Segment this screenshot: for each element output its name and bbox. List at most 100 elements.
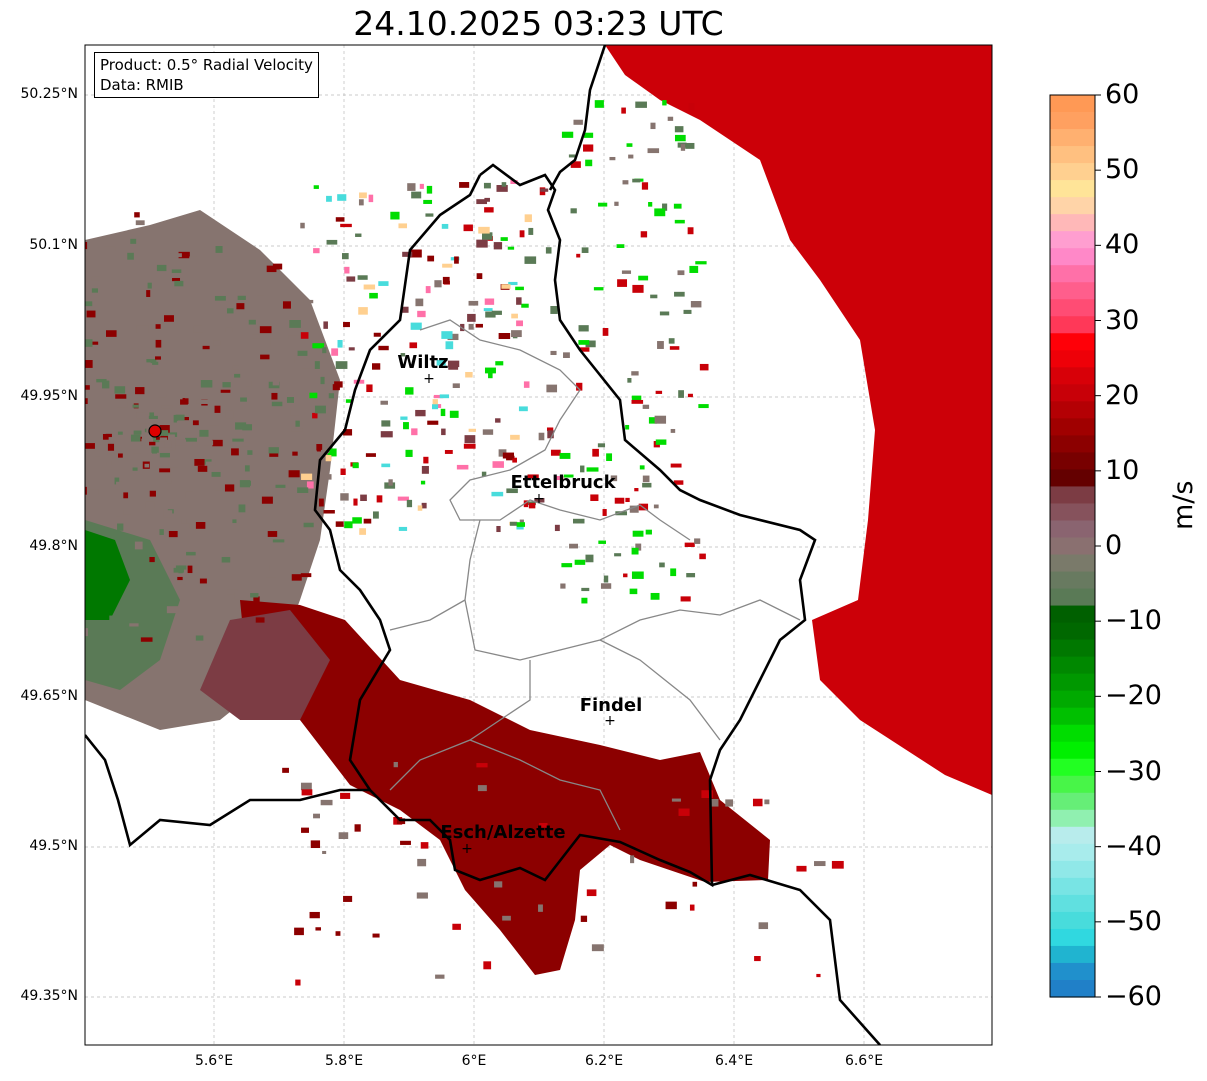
radar-pixel — [22, 483, 26, 491]
radar-pixel — [495, 361, 504, 366]
colorbar-tick-label: 30 — [1105, 304, 1140, 336]
radar-pixel — [41, 504, 52, 508]
radar-pixel — [520, 835, 530, 840]
radar-pixel — [519, 519, 524, 525]
radar-pixel — [464, 435, 476, 444]
colorbar-segment — [1050, 962, 1095, 981]
radar-pixel — [150, 361, 159, 365]
radar-pixel — [91, 288, 98, 293]
colorbar-segment — [1050, 299, 1095, 317]
radar-pixel — [53, 317, 62, 322]
radar-pixel — [519, 230, 525, 238]
radar-pixel — [240, 397, 247, 402]
radar-pixel — [86, 310, 96, 318]
radar-pixel — [171, 269, 182, 273]
radar-pixel — [685, 142, 695, 149]
colorbar-tick-label: −60 — [1105, 981, 1162, 1012]
colorbar-segment — [1050, 418, 1095, 436]
radar-pixel — [574, 559, 586, 565]
radar-pixel — [132, 404, 139, 408]
colorbar-segment — [1050, 384, 1095, 402]
colorbar-segment — [1050, 588, 1095, 607]
radar-pixel — [400, 416, 408, 420]
city-label-esch-alzette: Esch/Alzette — [440, 822, 565, 843]
radar-pixel — [149, 441, 156, 446]
radar-pixel — [425, 213, 434, 217]
radar-pixel — [91, 276, 101, 281]
radar-pixel — [316, 445, 321, 452]
radar-pixel — [502, 915, 511, 921]
radar-pixel — [433, 394, 444, 399]
germany-border-north — [548, 45, 607, 191]
radar-pixel — [409, 342, 418, 349]
colorbar-segment — [1050, 707, 1095, 726]
radar-site-icon — [148, 424, 162, 438]
radar-pixel — [511, 330, 522, 338]
radar-pixel — [294, 355, 305, 364]
radar-pixel — [539, 913, 544, 918]
radar-pixel — [220, 389, 231, 393]
radar-pixel — [213, 340, 221, 346]
radar-pixel — [405, 449, 413, 457]
colorbar-segment — [1050, 809, 1095, 828]
radar-pixel — [695, 261, 707, 265]
radar-pixel — [688, 103, 695, 111]
radar-pixel — [483, 308, 493, 312]
radar-pixel — [390, 211, 400, 220]
radar-pixel — [616, 244, 625, 248]
radar-pixel — [444, 449, 453, 454]
radar-pixel — [638, 275, 649, 281]
radar-pixel — [294, 927, 304, 936]
radar-pixel — [523, 500, 529, 508]
colorbar-segment — [1050, 146, 1095, 164]
radar-pixel — [123, 492, 129, 499]
radar-pixel — [60, 529, 71, 535]
radar-pixel — [266, 265, 277, 273]
colorbar-segment — [1050, 129, 1095, 147]
radar-pixel — [175, 439, 187, 446]
radar-pixel — [576, 382, 583, 391]
radar-pixel — [42, 437, 47, 441]
radar-pixel — [641, 182, 649, 190]
radar-pixel — [320, 395, 328, 402]
colorbar-frame — [1049, 94, 1096, 998]
radar-pixel — [135, 220, 145, 226]
radar-pixel — [585, 554, 594, 563]
radar-pixel — [432, 399, 438, 407]
colorbar-segment — [1050, 435, 1095, 453]
radar-pixel — [185, 491, 193, 499]
radar-pixel — [586, 889, 597, 897]
radar-pixel — [402, 251, 413, 257]
radar-pixel — [476, 273, 483, 280]
radar-pixel — [159, 425, 170, 433]
radar-pixel — [295, 420, 300, 427]
radar-pixel — [115, 394, 127, 399]
radar-pixel — [343, 321, 350, 328]
radar-pixel — [155, 447, 165, 452]
radar-pixel — [268, 447, 279, 454]
radar-pixel — [168, 434, 175, 440]
radar-pixel — [303, 299, 314, 304]
radar-pixel — [796, 865, 807, 872]
radar-pixel — [117, 431, 123, 435]
radar-pixel — [405, 387, 414, 395]
radar-pixel — [441, 331, 453, 339]
radar-pixel — [141, 349, 150, 357]
echo-green-core — [85, 530, 130, 620]
radar-pixel — [301, 789, 313, 796]
radar-pixel — [253, 596, 260, 604]
radar-pixel — [340, 493, 349, 501]
radar-pixel — [516, 522, 526, 527]
radar-pixel — [221, 556, 231, 563]
radar-pixel — [614, 201, 619, 206]
radar-pixel — [368, 194, 374, 203]
radar-pixel — [37, 514, 42, 521]
radar-pixel — [200, 380, 213, 388]
canton-boundary — [389, 660, 531, 791]
radar-pixel — [341, 253, 349, 260]
radar-pixel — [300, 222, 305, 229]
radar-pixel — [609, 156, 616, 161]
radar-pixel — [326, 195, 332, 202]
colorbar-tick-label: −40 — [1105, 830, 1162, 862]
radar-pixel — [332, 384, 340, 391]
